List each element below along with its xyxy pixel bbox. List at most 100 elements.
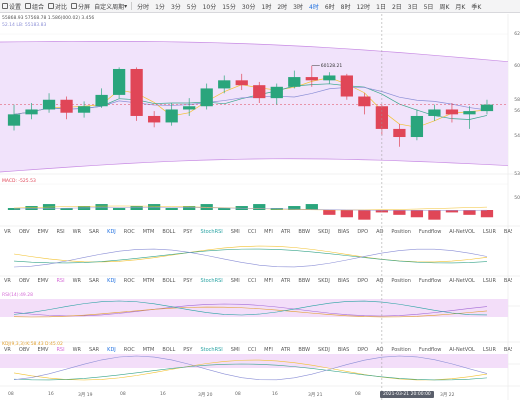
indicator-tab-boll[interactable]: BOLL bbox=[162, 228, 176, 235]
indicator-tab-smi[interactable]: SMI bbox=[230, 228, 240, 235]
interval-9[interactable]: 3时 bbox=[293, 3, 303, 11]
combine-button[interactable]: 组合 bbox=[23, 0, 46, 12]
indicator-tab-emv[interactable]: EMV bbox=[37, 228, 49, 235]
indicator-tab-atr[interactable]: ATR bbox=[280, 346, 291, 353]
indicator-tab-sar[interactable]: SAR bbox=[89, 228, 100, 235]
indicator-tab-obv[interactable]: OBV bbox=[18, 346, 30, 353]
indicator-tab-bias[interactable]: BIAS bbox=[337, 346, 350, 353]
interval-0[interactable]: 分时 bbox=[137, 3, 150, 11]
indicator-tab-mfi[interactable]: MFI bbox=[264, 277, 273, 284]
interval-16[interactable]: 3日 bbox=[407, 3, 418, 11]
interval-7[interactable]: 1时 bbox=[261, 3, 272, 11]
indicator-tab-kdj[interactable]: KDJ bbox=[107, 277, 116, 284]
indicator-tab-psy[interactable]: PSY bbox=[183, 346, 193, 353]
interval-8[interactable]: 2时 bbox=[277, 3, 288, 11]
interval-1[interactable]: 1分 bbox=[155, 3, 165, 11]
indicator-tab-boll[interactable]: BOLL bbox=[162, 277, 176, 284]
interval-4[interactable]: 10分 bbox=[202, 3, 217, 11]
indicator-tab-wr[interactable]: WR bbox=[72, 228, 81, 235]
custom-period-button[interactable]: 自定义周期 ▾ bbox=[94, 2, 128, 11]
indicator-tab-basis[interactable]: BASIS bbox=[503, 346, 512, 353]
interval-3[interactable]: 5分 bbox=[186, 3, 197, 11]
compare-button[interactable]: 对比 bbox=[46, 0, 69, 12]
indicator-tab-ao[interactable]: AO bbox=[376, 346, 384, 353]
interval-12[interactable]: 8时 bbox=[340, 3, 351, 11]
indicator-tab-mfi[interactable]: MFI bbox=[264, 228, 273, 235]
indicator-tab-vr[interactable]: VR bbox=[4, 228, 11, 235]
indicator-tab-bbw[interactable]: BBW bbox=[298, 277, 311, 284]
indicator-tab-dpo[interactable]: DPO bbox=[357, 228, 369, 235]
indicator-tab-vr[interactable]: VR bbox=[4, 277, 11, 284]
interval-15[interactable]: 2日 bbox=[391, 3, 402, 11]
indicator-tab-roc[interactable]: ROC bbox=[123, 277, 135, 284]
indicator-tab-ai-netvol[interactable]: AI-NetVOL bbox=[449, 277, 475, 284]
indicator-tab-roc[interactable]: ROC bbox=[123, 346, 135, 353]
interval-17[interactable]: 5日 bbox=[423, 3, 434, 11]
indicator-tab-bias[interactable]: BIAS bbox=[337, 277, 350, 284]
indicator-tab-bbw[interactable]: BBW bbox=[298, 228, 311, 235]
interval-18[interactable]: 周K bbox=[439, 3, 450, 11]
indicator-tab-cci[interactable]: CCI bbox=[247, 346, 257, 353]
indicator-tab-sar[interactable]: SAR bbox=[89, 277, 100, 284]
indicator-tab-dpo[interactable]: DPO bbox=[357, 277, 369, 284]
split-screen-button[interactable]: 分屏 bbox=[69, 0, 92, 12]
indicator-tab-skdj[interactable]: SKDJ bbox=[318, 346, 330, 353]
indicator-tab-kdj[interactable]: KDJ bbox=[107, 228, 116, 235]
indicator-tab-mtm[interactable]: MTM bbox=[142, 346, 155, 353]
chart-canvas[interactable]: 60128.21 bbox=[0, 14, 520, 400]
indicator-tab-roc[interactable]: ROC bbox=[123, 228, 135, 235]
indicator-tab-skdj[interactable]: SKDJ bbox=[318, 228, 330, 235]
indicator-tab-basis[interactable]: BASIS bbox=[503, 228, 512, 235]
indicator-tab-emv[interactable]: EMV bbox=[37, 346, 49, 353]
indicator-tab-ai-netvol[interactable]: AI-NetVOL bbox=[449, 346, 475, 353]
indicator-tab-skdj[interactable]: SKDJ bbox=[318, 277, 330, 284]
indicator-tab-atr[interactable]: ATR bbox=[280, 277, 291, 284]
indicator-tab-cci[interactable]: CCI bbox=[247, 228, 257, 235]
indicator-tab-ao[interactable]: AO bbox=[376, 228, 384, 235]
indicator-tab-mfi[interactable]: MFI bbox=[264, 346, 273, 353]
indicator-tab-wr[interactable]: WR bbox=[72, 346, 81, 353]
indicator-tab-obv[interactable]: OBV bbox=[18, 228, 30, 235]
interval-10[interactable]: 4时 bbox=[309, 3, 319, 11]
indicator-tab-stochrsi[interactable]: StochRSI bbox=[200, 228, 223, 235]
indicator-tab-fundflow[interactable]: Fundflow bbox=[418, 277, 442, 284]
indicator-tab-bbw[interactable]: BBW bbox=[298, 346, 311, 353]
indicator-tab-boll[interactable]: BOLL bbox=[162, 346, 176, 353]
indicator-tab-psy[interactable]: PSY bbox=[183, 228, 193, 235]
indicator-tab-cci[interactable]: CCI bbox=[247, 277, 257, 284]
indicator-tab-kdj[interactable]: KDJ bbox=[107, 346, 116, 353]
indicator-tab-fundflow[interactable]: Fundflow bbox=[418, 346, 442, 353]
interval-11[interactable]: 6时 bbox=[324, 3, 335, 11]
interval-5[interactable]: 15分 bbox=[222, 3, 236, 11]
indicator-tab-rsi[interactable]: RSI bbox=[56, 346, 65, 353]
indicator-tab-ao[interactable]: AO bbox=[376, 277, 384, 284]
indicator-tab-sar[interactable]: SAR bbox=[89, 346, 100, 353]
indicator-tab-stochrsi[interactable]: StochRSI bbox=[200, 277, 223, 284]
interval-20[interactable]: 季K bbox=[471, 3, 482, 11]
indicator-tab-lsur[interactable]: LSUR bbox=[482, 346, 496, 353]
indicator-tab-ai-netvol[interactable]: AI-NetVOL bbox=[449, 228, 475, 235]
indicator-tab-stochrsi[interactable]: StochRSI bbox=[200, 346, 223, 353]
indicator-tab-fundflow[interactable]: Fundflow bbox=[418, 228, 442, 235]
chart-area[interactable]: 60128.21 55868.93 57568.78 1.586(000.02)… bbox=[0, 14, 520, 400]
indicator-tab-position[interactable]: Position bbox=[391, 346, 411, 353]
indicator-tab-mtm[interactable]: MTM bbox=[142, 277, 155, 284]
indicator-tab-rsi[interactable]: RSI bbox=[56, 228, 65, 235]
indicator-tab-smi[interactable]: SMI bbox=[230, 346, 240, 353]
indicator-tab-lsur[interactable]: LSUR bbox=[482, 277, 496, 284]
interval-13[interactable]: 12时 bbox=[356, 3, 371, 11]
indicator-tab-emv[interactable]: EMV bbox=[37, 277, 49, 284]
indicator-tab-mtm[interactable]: MTM bbox=[142, 228, 155, 235]
indicator-tab-smi[interactable]: SMI bbox=[230, 277, 240, 284]
indicator-tab-vr[interactable]: VR bbox=[4, 346, 11, 353]
interval-19[interactable]: 月K bbox=[455, 3, 466, 11]
indicator-tab-position[interactable]: Position bbox=[391, 277, 411, 284]
indicator-tab-bias[interactable]: BIAS bbox=[337, 228, 350, 235]
indicator-tab-lsur[interactable]: LSUR bbox=[482, 228, 496, 235]
settings-button[interactable]: 设置 bbox=[0, 0, 23, 12]
indicator-tab-psy[interactable]: PSY bbox=[183, 277, 193, 284]
indicator-tab-rsi[interactable]: RSI bbox=[56, 277, 65, 284]
indicator-tab-atr[interactable]: ATR bbox=[280, 228, 291, 235]
indicator-tab-position[interactable]: Position bbox=[391, 228, 411, 235]
indicator-tab-wr[interactable]: WR bbox=[72, 277, 81, 284]
